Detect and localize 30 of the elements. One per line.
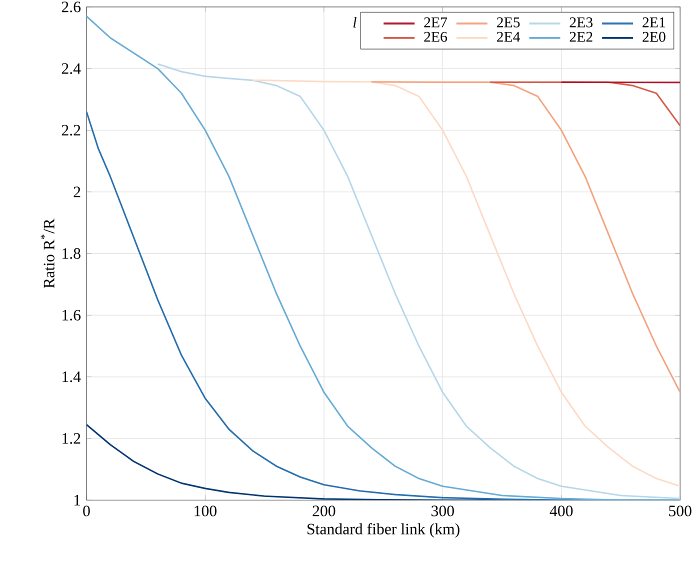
y-tick-label: 1.6 [62, 310, 81, 321]
x-tick-label: 400 [550, 506, 573, 516]
y-tick-label: 2.4 [62, 63, 81, 74]
legend-label: 2E1 [642, 18, 666, 28]
line-series [156, 63, 680, 500]
line-series [252, 80, 680, 488]
x-tick-label: 0 [83, 506, 90, 516]
y-tick-label: 1 [74, 495, 80, 506]
legend-label: 2E7 [424, 18, 448, 28]
y-tick-label: 1.2 [62, 433, 80, 444]
legend-label: 2E3 [570, 18, 593, 28]
y-tick-label: 1.4 [62, 372, 81, 382]
y-axis-title: Ratio R$^{*}$/R [40, 218, 54, 288]
legend-label: 2E6 [424, 32, 448, 42]
legend-label: 2E2 [570, 32, 592, 42]
line-series [86, 16, 680, 500]
y-tick-label: 2.6 [62, 2, 81, 12]
x-tick-label: 200 [312, 506, 336, 516]
legend-label: 2E5 [497, 18, 520, 28]
line-series [370, 81, 680, 394]
y-tick-label: 2 [74, 186, 80, 198]
y-tick-label: 1.8 [62, 248, 80, 260]
x-tick-label: 300 [432, 506, 454, 516]
y-tick-label: 2.2 [62, 125, 80, 136]
x-axis-title: Standard fiber link (km) [308, 523, 460, 538]
legend-label: 2E4 [497, 32, 520, 42]
legend-title: l [353, 17, 356, 28]
legend-label: 2E0 [642, 32, 666, 42]
x-tick-label: 100 [194, 506, 216, 516]
x-tick-label: 500 [669, 506, 692, 516]
